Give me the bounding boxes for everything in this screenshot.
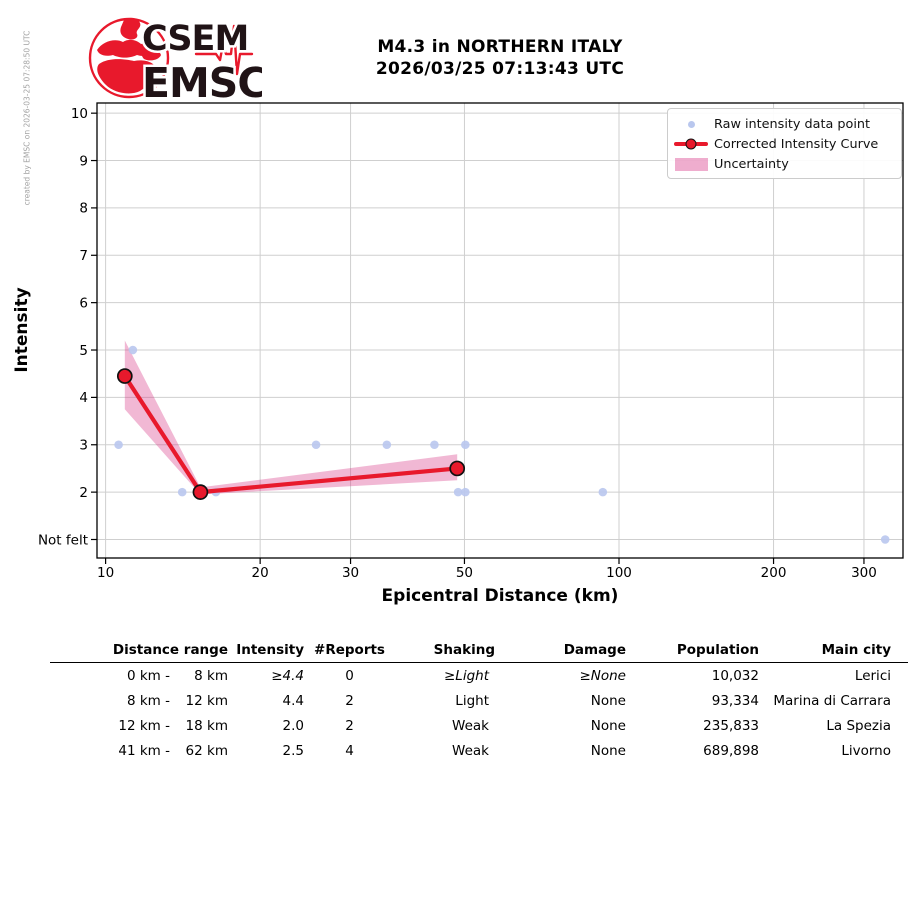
cell-distance-range: 12 km -18 km — [118, 717, 228, 734]
impact-summary-table: Distance range Intensity #Reports Shakin… — [50, 638, 908, 763]
raw-data-point — [177, 487, 187, 497]
raw-data-point — [311, 440, 321, 450]
y-tick-label: 8 — [79, 201, 88, 217]
raw-data-point — [598, 487, 608, 497]
header-reports: #Reports — [304, 638, 395, 663]
cell-damage: ≥None — [579, 667, 626, 684]
y-tick-label: 9 — [79, 153, 88, 169]
cell-population: 689,898 — [703, 742, 759, 759]
raw-data-point — [114, 440, 123, 450]
uncertainty-band — [124, 340, 458, 495]
curve-marker — [449, 460, 466, 477]
line-marker-icon — [668, 138, 714, 150]
raw-data-point — [382, 440, 392, 450]
header-damage: Damage — [495, 638, 626, 663]
cell-distance-range: 8 km -12 km — [126, 692, 228, 709]
cell-intensity: 2.5 — [282, 742, 304, 759]
x-tick-label: 50 — [456, 565, 473, 581]
legend-item-uncertainty: Uncertainty — [668, 154, 901, 174]
table-row: 41 km -62 km 2.5 4 Weak None 689,898 Livorno — [50, 738, 908, 763]
seismogram-icon — [194, 24, 254, 76]
cell-intensity: 4.4 — [282, 692, 304, 709]
x-tick-label: 100 — [606, 565, 632, 581]
y-tick-label: 6 — [79, 295, 88, 311]
x-tick-label: 200 — [761, 565, 787, 581]
cell-main-city: Livorno — [841, 742, 891, 759]
cell-damage: None — [590, 692, 626, 709]
x-tick-label: 10 — [97, 565, 114, 581]
table-row: 8 km -12 km 4.4 2 Light None 93,334 Marina di … — [50, 688, 908, 713]
header-distance-range: Distance range — [50, 638, 228, 663]
header-shaking: Shaking — [395, 638, 495, 663]
plot-border — [96, 102, 904, 559]
table-row: 0 km -8 km ≥4.4 0 ≥Light ≥None 10,032 Lerici — [50, 663, 908, 689]
cell-shaking: Weak — [452, 742, 489, 759]
x-tick-label: 20 — [252, 565, 269, 581]
x-tick-label: 300 — [851, 565, 877, 581]
x-axis-label: Epicentral Distance (km) — [381, 586, 619, 606]
cell-damage: None — [590, 717, 626, 734]
y-tick-label: Not felt — [38, 532, 88, 548]
logo-text-csem: CSEM — [142, 19, 248, 59]
y-tick-label: 2 — [79, 485, 88, 501]
cell-main-city: La Spezia — [826, 717, 891, 734]
logo-text-emsc: EMSC — [142, 59, 262, 106]
raw-data-point — [128, 345, 138, 355]
header-population: Population — [626, 638, 759, 663]
table-header-row: Distance range Intensity #Reports Shakin… — [50, 638, 908, 663]
cell-reports: 2 — [345, 692, 354, 709]
page-title: M4.3 in NORTHERN ITALY 2026/03/25 07:13:… — [97, 36, 903, 80]
x-tick-label: 30 — [342, 565, 359, 581]
cell-distance-range: 41 km -62 km — [118, 742, 228, 759]
intensity-distance-chart: 10 20 30 50 100 200 300 Not felt 2 3 4 5 6 7 8 9 10 — [38, 102, 904, 581]
emsc-logo: CSEM EMSC — [88, 17, 262, 106]
y-tick-label: 3 — [79, 438, 88, 454]
header-main-city: Main city — [759, 638, 908, 663]
table-row: 12 km -18 km 2.0 2 Weak None 235,833 La Spezia — [50, 713, 908, 738]
raw-data-point — [461, 487, 470, 497]
globe-icon — [88, 17, 170, 99]
header-intensity: Intensity — [228, 638, 304, 663]
cell-distance-range: 0 km -8 km — [126, 667, 228, 684]
cell-damage: None — [590, 742, 626, 759]
raw-data-point — [430, 440, 439, 450]
curve-marker — [192, 484, 209, 500]
title-event: M4.3 in NORTHERN ITALY — [377, 37, 623, 57]
raw-data-point — [880, 535, 890, 544]
cell-intensity: 2.0 — [282, 717, 304, 734]
title-datetime: 2026/03/25 07:13:43 UTC — [375, 59, 625, 79]
band-swatch-icon — [668, 157, 714, 171]
cell-main-city: Marina di Carrara — [773, 692, 891, 709]
cell-reports: 2 — [345, 717, 354, 734]
cell-reports: 0 — [345, 667, 354, 684]
y-tick-label: 4 — [79, 390, 88, 406]
curve-marker — [116, 368, 133, 384]
cell-shaking: Light — [455, 692, 489, 709]
cell-intensity: ≥4.4 — [271, 667, 304, 684]
cell-population: 235,833 — [703, 717, 759, 734]
y-tick-label: 7 — [79, 248, 88, 264]
corrected-intensity-curve — [122, 373, 460, 495]
legend-item-curve: Corrected Intensity Curve — [668, 134, 901, 154]
raw-data-point — [453, 487, 463, 497]
cell-population: 10,032 — [711, 667, 759, 684]
cell-shaking: Weak — [452, 717, 489, 734]
cell-main-city: Lerici — [854, 667, 891, 684]
cell-population: 93,334 — [711, 692, 759, 709]
raw-data-point — [461, 440, 470, 450]
legend-item-raw: Raw intensity data point — [668, 114, 901, 134]
cell-shaking: ≥Light — [443, 667, 489, 684]
y-tick-label: 5 — [79, 343, 88, 359]
cell-reports: 4 — [345, 742, 354, 759]
y-tick-label: 10 — [71, 106, 88, 122]
scatter-marker-icon — [668, 120, 714, 128]
chart-legend: Raw intensity data point Corrected Inten… — [667, 108, 902, 179]
